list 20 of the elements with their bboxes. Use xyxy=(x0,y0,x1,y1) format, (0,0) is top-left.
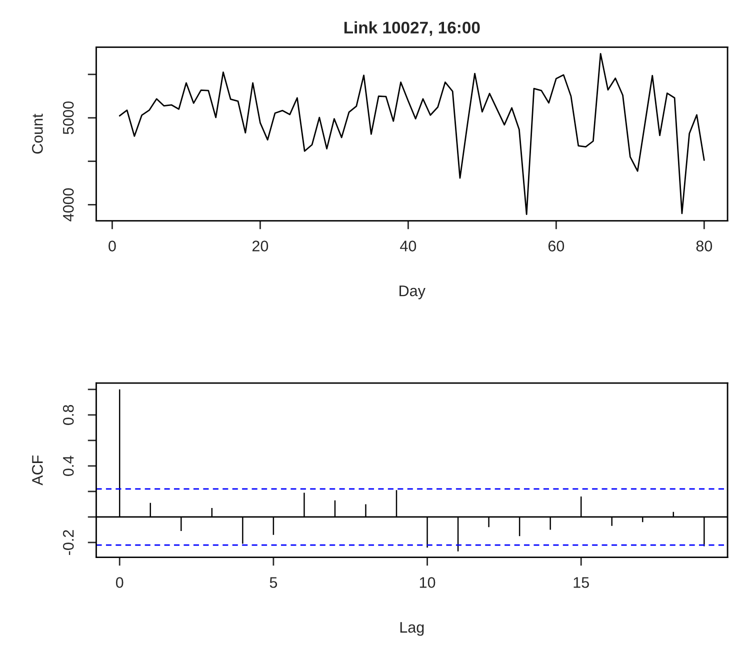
y-tick-label: -0.2 xyxy=(62,530,74,555)
x-tick-label: 10 xyxy=(420,577,436,588)
x-axis-title: Lag xyxy=(400,622,424,636)
x-axis-title: Day xyxy=(400,286,426,300)
y-tick-label: 4000 xyxy=(62,188,74,222)
x-tick-label: 0 xyxy=(116,577,124,588)
y-axis-title: ACF xyxy=(32,455,43,486)
x-tick-label: 20 xyxy=(252,240,268,252)
x-tick-label: 80 xyxy=(696,240,712,252)
x-tick-label: 60 xyxy=(548,240,564,252)
y-tick-label: 5000 xyxy=(62,101,74,134)
x-tick-label: 5 xyxy=(270,577,278,588)
y-axis-title: Count xyxy=(32,114,43,154)
chart-title: Link 10027, 16:00 xyxy=(344,21,480,36)
line-series xyxy=(118,52,705,216)
x-tick-label: 40 xyxy=(400,240,416,252)
x-tick-label: 0 xyxy=(108,240,116,252)
y-tick-label: 0.4 xyxy=(62,456,74,476)
x-tick-label: 15 xyxy=(574,577,589,588)
y-tick-label: 0.8 xyxy=(62,404,74,425)
